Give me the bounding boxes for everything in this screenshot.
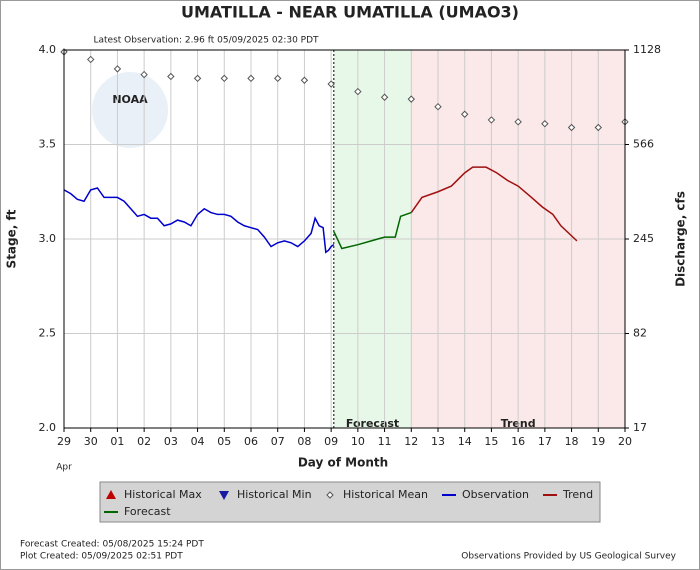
mean-marker [327,80,335,88]
mean-marker [567,123,576,132]
chart-title: UMATILLA - NEAR UMATILLA (UMAO3) [181,3,519,22]
region-label: Forecast [346,417,399,430]
mean-marker [247,74,255,83]
x-tick-label: 09 [324,435,338,448]
y-tick-label: 2.5 [39,327,57,340]
series-line [333,211,412,250]
x-tick-label: 20 [618,435,632,448]
mean-marker [541,120,549,128]
y2-tick-label: 1128 [633,43,661,56]
legend-label: Observation [462,488,529,501]
y-tick-label: 3.5 [39,138,57,151]
legend-label: Forecast [124,505,171,518]
series-line [410,166,578,242]
chart-subtitle: Latest Observation: 2.96 ft 05/09/2025 0… [93,36,319,46]
x-tick-label: 10 [351,435,365,448]
x-tick-label: 06 [244,435,258,448]
mean-marker [487,116,496,124]
y2-axis-label: Discharge, cfs [674,191,688,287]
x-tick-label: 13 [431,435,445,448]
x-tick-label: 30 [84,435,98,448]
max-marker [106,490,116,499]
y2-tick-label: 17 [633,421,647,434]
x-tick-label: 15 [484,435,498,448]
legend-label: Historical Min [237,488,312,501]
x-tick-label: 16 [511,435,525,448]
legend-label: Historical Mean [343,488,428,501]
mean-marker [274,74,282,83]
mean-marker [300,76,309,84]
y-axis-label: Stage, ft [5,209,19,268]
mean-marker [220,74,228,83]
x-tick-label: 12 [404,435,418,448]
mean-marker [354,87,362,96]
mean-marker [87,55,95,64]
x-tick-label: 19 [591,435,605,448]
logo-text: NOAA [112,93,148,106]
legend-label: Historical Max [124,488,202,501]
mean-marker [140,70,148,79]
series-line [63,187,335,254]
x-tick-label: 29 [57,435,71,448]
y2-tick-label: 566 [633,138,654,151]
mean-marker [113,65,122,73]
x-tick-label: 17 [538,435,552,448]
y2-tick-label: 82 [633,327,647,340]
mean-marker [434,102,442,111]
footer-source: Observations Provided by US Geological S… [461,552,676,562]
y2-tick-label: 245 [633,232,654,245]
x-tick-label: 03 [164,435,178,448]
x-tick-label: 18 [565,435,579,448]
mean-marker [594,123,602,132]
x-tick-label: 14 [458,435,472,448]
y-tick-label: 3.0 [39,232,57,245]
footer-forecast-created: Forecast Created: 05/08/2025 15:24 PDT [20,540,204,550]
mean-marker [326,491,334,499]
mean-marker [407,95,415,103]
legend-box [99,481,601,523]
mean-marker [380,93,389,101]
x-tick-label: 11 [378,435,392,448]
x-tick-label: 04 [191,435,205,448]
x-tick-label: 08 [297,435,311,448]
mean-marker [193,74,202,83]
min-marker [219,491,229,500]
y-tick-label: 2.0 [39,421,57,434]
x-tick-label: 01 [110,435,124,448]
footer-plot-created: Plot Created: 05/09/2025 02:51 PDT [20,552,183,562]
plot-border [63,49,626,429]
mean-marker [461,110,469,118]
mean-marker [167,72,175,81]
mean-marker [514,118,522,126]
x-axis-note: Apr [56,463,72,473]
x-axis-label: Day of Month [298,456,388,470]
legend-label: Trend [562,488,593,501]
x-tick-label: 07 [271,435,285,448]
x-tick-label: 05 [217,435,231,448]
logo [92,72,168,148]
y-tick-label: 4.0 [39,43,57,56]
x-tick-label: 02 [137,435,151,448]
